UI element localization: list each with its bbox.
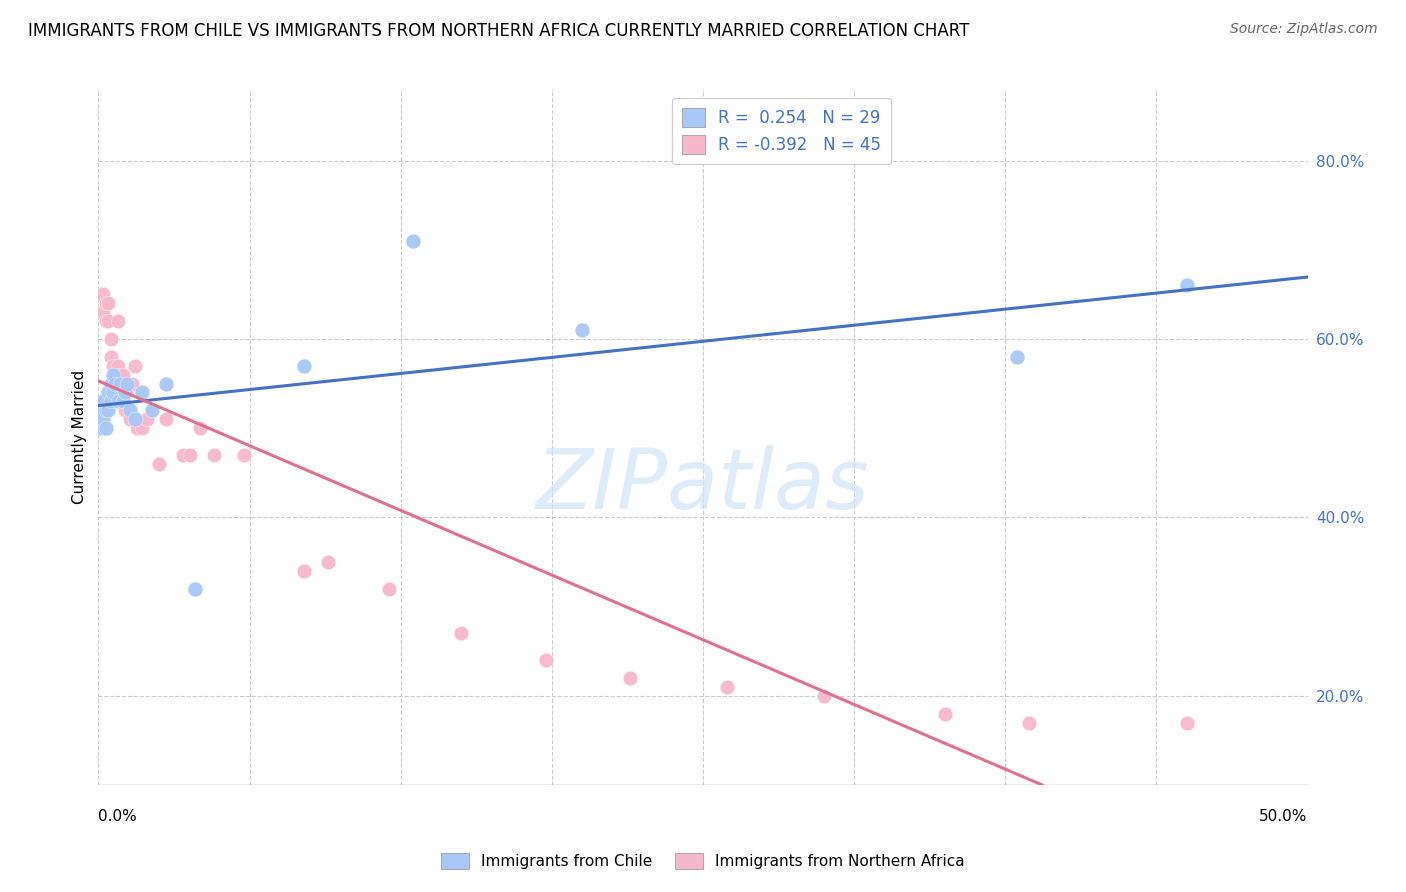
Point — [104, 385, 127, 400]
Point — [377, 582, 399, 596]
Point — [155, 412, 177, 426]
Point — [94, 296, 117, 310]
Point — [111, 385, 134, 400]
Point — [114, 385, 136, 400]
Point — [100, 332, 122, 346]
Point — [716, 680, 738, 694]
Point — [131, 385, 153, 400]
Point — [148, 457, 170, 471]
Legend: R =  0.254   N = 29, R = -0.392   N = 45: R = 0.254 N = 29, R = -0.392 N = 45 — [672, 97, 891, 164]
Point — [117, 376, 139, 391]
Point — [141, 403, 163, 417]
Point — [90, 412, 112, 426]
Point — [124, 412, 146, 426]
Point — [155, 376, 177, 391]
Point — [111, 368, 134, 382]
Point — [90, 394, 112, 409]
Point — [232, 448, 254, 462]
Point — [101, 368, 124, 382]
Point — [100, 394, 122, 409]
Point — [100, 376, 122, 391]
Point — [91, 394, 114, 409]
Point — [97, 385, 120, 400]
Legend: Immigrants from Chile, Immigrants from Northern Africa: Immigrants from Chile, Immigrants from N… — [436, 847, 970, 875]
Text: 50.0%: 50.0% — [1260, 809, 1308, 823]
Point — [108, 376, 131, 391]
Point — [450, 626, 472, 640]
Point — [91, 412, 114, 426]
Y-axis label: Currently Married: Currently Married — [72, 370, 87, 504]
Point — [292, 359, 315, 373]
Point — [127, 421, 149, 435]
Point — [97, 403, 120, 417]
Point — [813, 689, 835, 703]
Point — [107, 394, 129, 409]
Point — [107, 314, 129, 328]
Point — [124, 359, 146, 373]
Point — [1175, 715, 1198, 730]
Point — [94, 421, 117, 435]
Text: ZIPatlas: ZIPatlas — [536, 445, 870, 526]
Point — [117, 385, 139, 400]
Point — [101, 385, 124, 400]
Point — [111, 394, 134, 409]
Point — [118, 403, 141, 417]
Point — [97, 314, 120, 328]
Point — [172, 448, 194, 462]
Point — [118, 412, 141, 426]
Point — [114, 403, 136, 417]
Point — [91, 305, 114, 319]
Point — [402, 234, 425, 248]
Point — [90, 421, 112, 435]
Point — [316, 555, 339, 569]
Point — [571, 323, 593, 337]
Point — [104, 376, 127, 391]
Point — [1175, 278, 1198, 293]
Point — [91, 287, 114, 301]
Point — [108, 368, 131, 382]
Point — [188, 421, 211, 435]
Point — [101, 376, 124, 391]
Point — [97, 296, 120, 310]
Point — [184, 582, 207, 596]
Point — [100, 350, 122, 364]
Point — [94, 314, 117, 328]
Point — [94, 403, 117, 417]
Point — [101, 359, 124, 373]
Point — [179, 448, 201, 462]
Point — [90, 403, 112, 417]
Text: IMMIGRANTS FROM CHILE VS IMMIGRANTS FROM NORTHERN AFRICA CURRENTLY MARRIED CORRE: IMMIGRANTS FROM CHILE VS IMMIGRANTS FROM… — [28, 22, 970, 40]
Point — [107, 359, 129, 373]
Point — [1007, 350, 1029, 364]
Point — [131, 421, 153, 435]
Text: 0.0%: 0.0% — [98, 809, 138, 823]
Point — [934, 706, 956, 721]
Point — [1018, 715, 1040, 730]
Point — [292, 564, 315, 578]
Point — [121, 376, 143, 391]
Point — [619, 671, 641, 685]
Point — [141, 403, 163, 417]
Text: Source: ZipAtlas.com: Source: ZipAtlas.com — [1230, 22, 1378, 37]
Point — [135, 412, 157, 426]
Point — [534, 653, 557, 667]
Point — [204, 448, 226, 462]
